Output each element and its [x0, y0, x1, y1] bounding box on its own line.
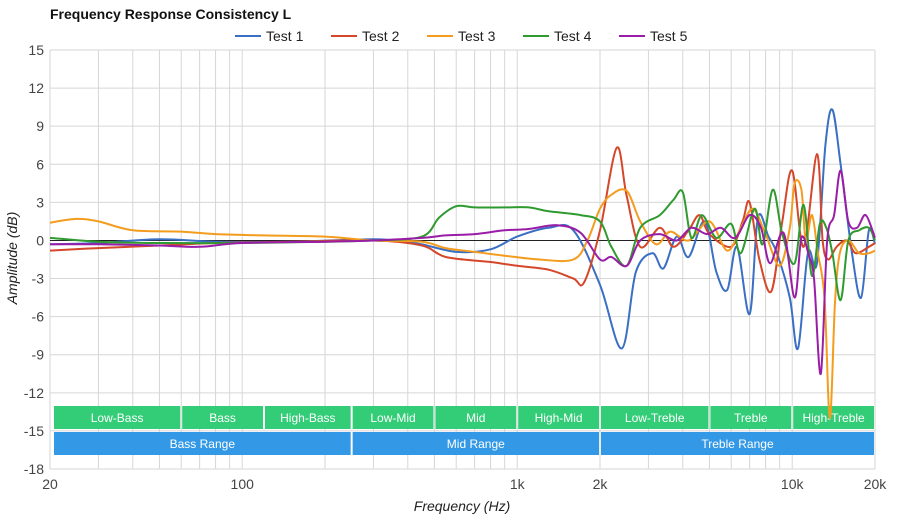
band-label: Treble Range [701, 437, 774, 451]
band-mid-range [352, 432, 599, 455]
band-low-mid [352, 406, 434, 429]
y-tick-label: -6 [32, 309, 45, 325]
band-label: Mid Range [447, 437, 505, 451]
legend: Test 1 Test 2 Test 3 Test 4 Test 5 [235, 28, 688, 44]
band-mid [435, 406, 517, 429]
band-label: Bass Range [170, 437, 236, 451]
band-label: Low-Mid [370, 411, 415, 425]
x-tick-label: 100 [231, 476, 255, 492]
band-label: Mid [466, 411, 485, 425]
band-label: Treble [734, 411, 768, 425]
y-tick-label: 6 [36, 156, 44, 172]
y-tick-label: -9 [32, 347, 45, 363]
x-axis-label: Frequency (Hz) [414, 498, 510, 514]
y-axis-label: Amplitude (dB) [4, 212, 20, 306]
band-bass [182, 406, 263, 429]
grid [49, 49, 876, 470]
band-label: High-Treble [802, 411, 865, 425]
series-line-test-2 [49, 146, 876, 294]
series-lines [49, 108, 876, 420]
legend-label: Test 1 [266, 28, 304, 44]
range-bands: Low-Bass Bass High-Bass Low-Mid Mid High-Mid L… [54, 406, 874, 455]
band-high-mid [518, 406, 599, 429]
y-tick-label: -12 [24, 385, 44, 401]
chart-title: Frequency Response Consistency L [50, 6, 292, 22]
x-tick-label: 20k [864, 476, 888, 492]
band-high-bass [264, 406, 351, 429]
band-treble [710, 406, 792, 429]
band-bass-range [54, 432, 351, 455]
series-line-test-3 [49, 179, 876, 420]
y-tick-label: -3 [32, 271, 45, 287]
y-tick-label: 12 [28, 80, 44, 96]
y-tick-label: -15 [24, 423, 44, 439]
legend-label: Test 3 [458, 28, 496, 44]
band-high-treble [793, 406, 874, 429]
band-low-treble [601, 406, 709, 429]
y-tick-label: 9 [36, 118, 44, 134]
band-label: Low-Treble [625, 411, 685, 425]
band-low-bass [54, 406, 181, 429]
series-line-test-5 [49, 169, 876, 375]
y-tick-label: -18 [24, 461, 44, 477]
legend-label: Test 5 [650, 28, 688, 44]
band-label: High-Bass [280, 411, 335, 425]
x-tick-label: 20 [42, 476, 58, 492]
x-tick-label: 2k [593, 476, 609, 492]
legend-label: Test 2 [362, 28, 400, 44]
band-label: Low-Bass [91, 411, 144, 425]
band-label: Bass [209, 411, 236, 425]
y-tick-label: 15 [28, 42, 44, 58]
band-treble-range [601, 432, 874, 455]
legend-label: Test 4 [554, 28, 592, 44]
series-line-test-1 [49, 108, 876, 351]
series-line-test-4 [49, 188, 876, 302]
y-tick-label: 0 [36, 232, 44, 248]
y-tick-label: 3 [36, 194, 44, 210]
x-tick-label: 1k [510, 476, 526, 492]
x-tick-label: 10k [781, 476, 805, 492]
band-label: High-Mid [535, 411, 583, 425]
